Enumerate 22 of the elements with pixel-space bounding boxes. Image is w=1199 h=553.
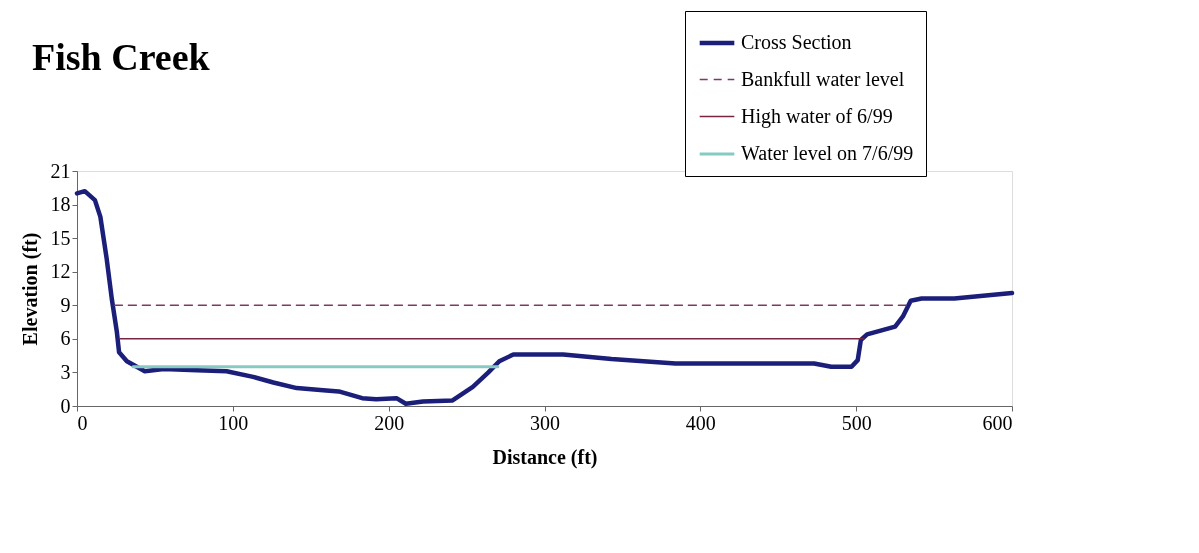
y-tick-label: 12	[50, 260, 71, 283]
x-tick-label: 300	[530, 411, 560, 434]
x-tick-label: 500	[841, 411, 872, 434]
x-tick-label: 600	[982, 411, 1013, 434]
x-tick-label: 0	[77, 411, 88, 434]
legend-label: High water of 6/99	[741, 104, 893, 128]
chart-title: Fish Creek	[32, 36, 211, 78]
legend-label: Water level on 7/6/99	[741, 142, 914, 164]
y-axis-title: Elevation (ft)	[18, 232, 42, 346]
y-tick-label: 15	[50, 226, 71, 249]
y-tick-label: 21	[50, 159, 71, 182]
legend-label: Cross Section	[741, 31, 852, 53]
x-axis-title: Distance (ft)	[492, 445, 598, 469]
x-tick-label: 100	[218, 411, 249, 434]
y-tick-label: 0	[60, 394, 71, 417]
x-tick-label: 400	[685, 411, 716, 434]
y-tick-label: 6	[60, 327, 71, 350]
y-tick-label: 18	[50, 193, 71, 216]
y-tick-label: 9	[60, 293, 71, 316]
x-tick-label: 200	[374, 411, 405, 434]
legend-label: Bankfull water level	[741, 67, 905, 90]
y-tick-label: 3	[60, 360, 71, 383]
